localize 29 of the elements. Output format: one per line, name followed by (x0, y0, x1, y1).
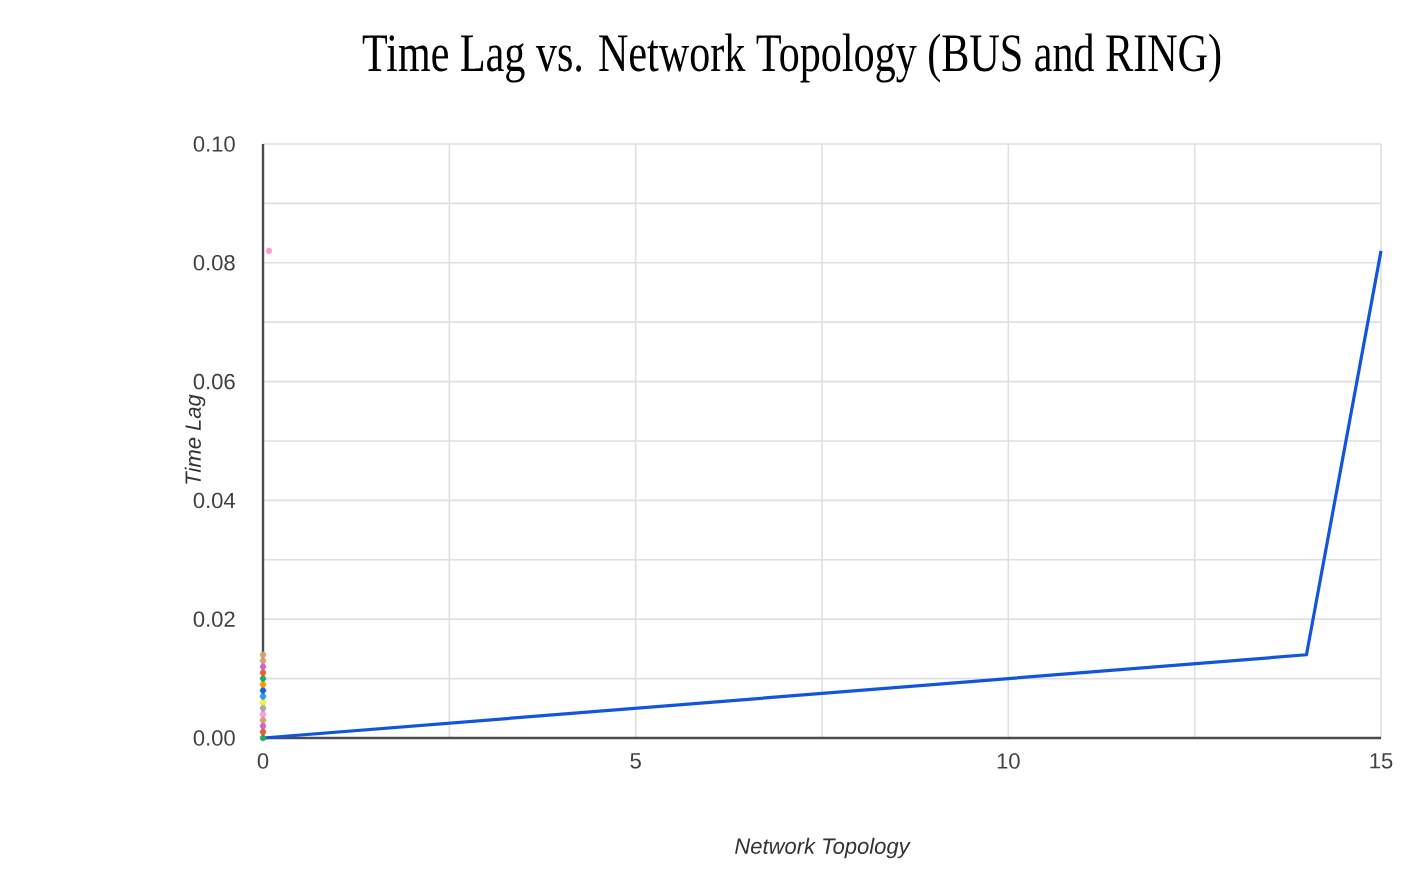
point (259, 675, 267, 682)
point (259, 681, 267, 688)
point (259, 728, 267, 736)
point (265, 247, 273, 255)
x-axis-title: Network Topology (735, 837, 911, 859)
point (259, 722, 267, 730)
point (259, 663, 267, 670)
point (259, 651, 267, 658)
chart-title: Time Lag vs. Network Topology (BUS and RING) (362, 33, 1221, 83)
point (259, 716, 267, 724)
x-tick-label: 15 (1370, 753, 1393, 769)
y-tick-label: 0.08 (193, 255, 235, 271)
y-tick-label: 0.02 (193, 611, 235, 627)
point (259, 693, 267, 700)
point (259, 687, 267, 694)
point (259, 734, 267, 742)
point (259, 711, 267, 718)
point (259, 669, 267, 676)
x-tick-label: 0 (257, 753, 269, 769)
point (259, 657, 267, 664)
y-tick-label: 0.10 (193, 136, 235, 152)
point (259, 705, 267, 712)
x-tick-label: 5 (630, 753, 641, 769)
y-tick-label: 0.00 (193, 730, 235, 746)
point (259, 699, 267, 706)
x-tick-label: 10 (997, 753, 1020, 769)
y-tick-label: 0.04 (193, 492, 236, 509)
y-axis-title: Time Lag (184, 394, 206, 484)
y-tick-label: 0.06 (193, 373, 235, 390)
